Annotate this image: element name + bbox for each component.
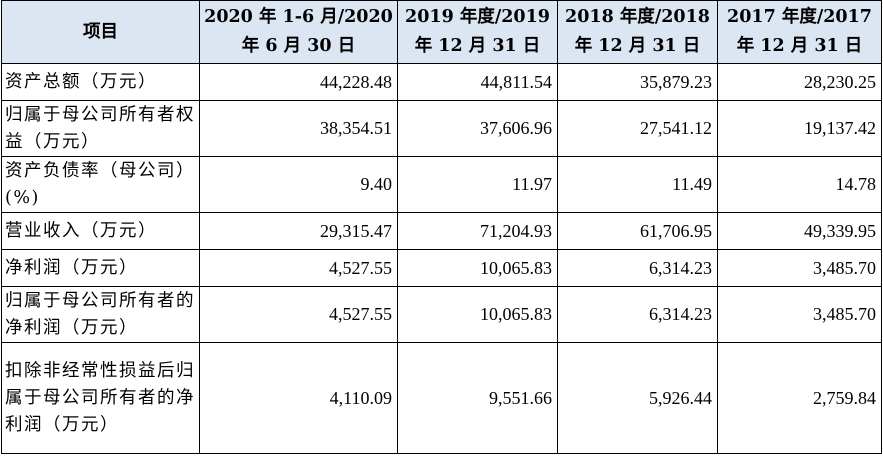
row-label: 净利润（万元）: [1, 249, 200, 287]
cell-value: 6,314.23: [557, 249, 718, 287]
row-label: 归属于母公司所有者权益（万元）: [1, 100, 200, 157]
header-2020h1: 2020 年 1-6 月/2020 年 6 月 30 日: [199, 0, 398, 64]
cell-value: 61,706.95: [557, 212, 718, 250]
cell-value: 35,879.23: [557, 63, 718, 101]
table-row: 归属于母公司所有者的净利润（万元） 4,527.55 10,065.83 6,3…: [1, 286, 882, 343]
cell-value: 4,527.55: [199, 286, 398, 343]
table-row: 营业收入（万元） 29,315.47 71,204.93 61,706.95 4…: [1, 212, 882, 250]
cell-value: 29,315.47: [199, 212, 398, 250]
cell-value: 28,230.25: [717, 63, 882, 101]
cell-value: 44,811.54: [397, 63, 558, 101]
cell-value: 10,065.83: [397, 249, 558, 287]
cell-value: 49,339.95: [717, 212, 882, 250]
financial-table: 项目 2020 年 1-6 月/2020 年 6 月 30 日 2019 年度/…: [1, 0, 882, 454]
table-row: 资产负债率（母公司）(%) 9.40 11.97 11.49 14.78: [1, 156, 882, 213]
cell-value: 3,485.70: [717, 286, 882, 343]
header-2017: 2017 年度/2017 年 12 月 31 日: [717, 0, 882, 64]
row-label: 资产负债率（母公司）(%): [1, 156, 200, 213]
cell-value: 5,926.44: [557, 342, 718, 454]
cell-value: 4,527.55: [199, 249, 398, 287]
cell-value: 71,204.93: [397, 212, 558, 250]
row-label: 扣除非经常性损益后归属于母公司所有者的净利润（万元）: [1, 342, 200, 454]
cell-value: 19,137.42: [717, 100, 882, 157]
cell-value: 37,606.96: [397, 100, 558, 157]
cell-value: 11.97: [397, 156, 558, 213]
row-label: 营业收入（万元）: [1, 212, 200, 250]
table-row: 净利润（万元） 4,527.55 10,065.83 6,314.23 3,48…: [1, 249, 882, 287]
cell-value: 11.49: [557, 156, 718, 213]
cell-value: 3,485.70: [717, 249, 882, 287]
cell-value: 14.78: [717, 156, 882, 213]
header-2018: 2018 年度/2018 年 12 月 31 日: [557, 0, 718, 64]
cell-value: 4,110.09: [199, 342, 398, 454]
cell-value: 9,551.66: [397, 342, 558, 454]
cell-value: 27,541.12: [557, 100, 718, 157]
header-2019: 2019 年度/2019 年 12 月 31 日: [397, 0, 558, 64]
header-item: 项目: [1, 0, 200, 64]
row-label: 资产总额（万元）: [1, 63, 200, 101]
cell-value: 9.40: [199, 156, 398, 213]
row-label: 归属于母公司所有者的净利润（万元）: [1, 286, 200, 343]
header-row: 项目 2020 年 1-6 月/2020 年 6 月 30 日 2019 年度/…: [1, 0, 882, 64]
cell-value: 10,065.83: [397, 286, 558, 343]
cell-value: 6,314.23: [557, 286, 718, 343]
table-row: 归属于母公司所有者权益（万元） 38,354.51 37,606.96 27,5…: [1, 100, 882, 157]
cell-value: 44,228.48: [199, 63, 398, 101]
table-row: 扣除非经常性损益后归属于母公司所有者的净利润（万元） 4,110.09 9,55…: [1, 342, 882, 454]
cell-value: 38,354.51: [199, 100, 398, 157]
table-row: 资产总额（万元） 44,228.48 44,811.54 35,879.23 2…: [1, 63, 882, 101]
cell-value: 2,759.84: [717, 342, 882, 454]
